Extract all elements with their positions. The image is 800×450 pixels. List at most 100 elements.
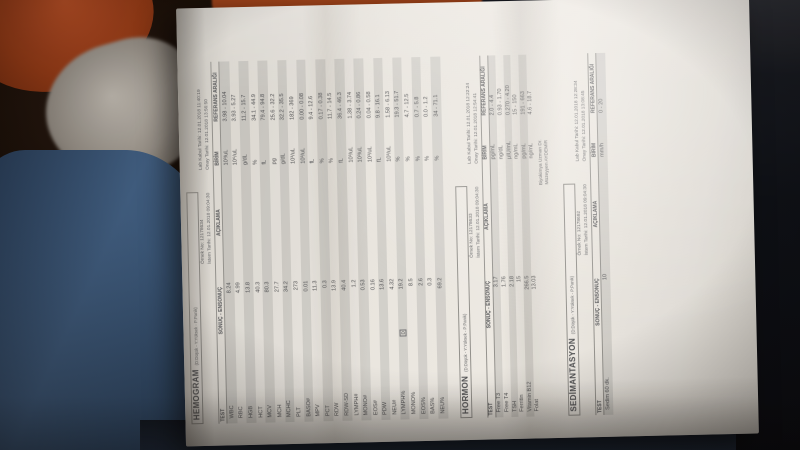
unit-cell: µIU/mL [505, 140, 513, 160]
result-value: 8.5 [408, 278, 415, 287]
reference-range-cell: 3.93 - 5.27 [231, 94, 239, 122]
section-title-text: HEMOGRAM [191, 369, 202, 421]
lab-accept-date: Lab Kabul Tarihi: 12.01.2018 12:22:24 [465, 82, 473, 164]
section-hemogram: HEMOGRAM (D:Düşük - Y:Yüksek - P:Panik) Ör… [182, 7, 449, 443]
unit-cell: 10³/uL [290, 147, 297, 164]
aciklama-cell [236, 165, 239, 279]
result-value: 2.18 [508, 275, 516, 287]
result-cell: 13.9 [332, 277, 339, 339]
unit-cell: fL [309, 158, 316, 164]
aciklama-cell [502, 159, 505, 273]
sample-number: Örnek No: 12178692 [577, 210, 584, 256]
column-header: REFERANS ARALIĞI [589, 63, 597, 114]
unit-cell: pg [271, 158, 278, 165]
unit-cell: 10³/uL [357, 146, 364, 163]
aciklama-cell [509, 159, 512, 273]
aciklama-cell [361, 162, 364, 276]
result-cell: 8.5 [408, 275, 415, 337]
test-name-cell: PDW [382, 401, 389, 415]
test-name-cell: BASO# [305, 397, 312, 417]
aciklama-cell [246, 165, 249, 279]
result-cell: 13.03 [532, 272, 539, 334]
test-name-cell: MONO# [363, 394, 370, 416]
unit-cell: % [396, 156, 403, 162]
result-cell: 4.99 [236, 279, 243, 341]
request-date: İstem Tarihi: 12.01.2018 09:04:30 [206, 192, 213, 264]
aciklama-cell [274, 164, 277, 278]
reference-range-cell: 182 - 369 [289, 96, 296, 121]
unit-cell: fL [338, 158, 345, 163]
result-value: 0.16 [369, 279, 377, 291]
reference-range-cell: 0 - 20 [598, 98, 606, 113]
reference-range-cell: 0.00 - 0.08 [298, 92, 306, 120]
aciklama-cell [322, 163, 325, 277]
column-header: REFERANS ARALIĞI [212, 72, 220, 122]
aciklama-cell [517, 159, 520, 273]
result-cell: 0.3 [427, 275, 434, 337]
section-hormon: HORMON (D:Düşük - Y:Yüksek - P:Panik) Örne… [451, 4, 557, 436]
test-name-cell: BAS% [430, 397, 437, 414]
section-legend: (D:Düşük - Y:Yüksek - P:Panik) [461, 313, 469, 372]
column-header: SONUÇ - ENSONUÇ [216, 286, 225, 335]
unit-cell: % [405, 156, 412, 162]
result-value: 1.76 [501, 276, 508, 288]
unit-cell: 10³/uL [386, 145, 393, 162]
result-value: 40.3 [254, 281, 262, 293]
section-title-text: SEDİMANTASYON [567, 338, 579, 412]
column-header: BİRİM [590, 142, 598, 158]
aciklama-cell [342, 163, 345, 277]
reference-range-cell: 4.6 - 18.7 [527, 90, 535, 115]
result-value: 13.03 [531, 275, 538, 290]
aciklama-cell [265, 165, 268, 279]
test-name-cell: RDW [334, 402, 341, 417]
aciklama-cell [494, 159, 497, 273]
aciklama-cell [370, 162, 373, 276]
result-value: 266.5 [524, 275, 531, 290]
sample-number: Örnek No: 12178633 [468, 213, 475, 258]
low-flag: D [399, 329, 407, 337]
reference-range-cell: 0.17 - 0.38 [317, 92, 325, 120]
result-cell: 4.32 [389, 276, 396, 338]
result-value: 2.6 [417, 278, 425, 286]
unit-cell: % [434, 155, 441, 161]
request-date: İstem Tarihi: 12.01.2018 09:04:30 [583, 184, 591, 256]
test-name-cell: MCV [267, 405, 274, 418]
lab-report-paper: HEMOGRAM (D:Düşük - Y:Yüksek - P:Panik) Ör… [176, 0, 759, 447]
unit-cell: 10³/uL [366, 146, 374, 163]
result-value: 1.2 [350, 279, 357, 288]
test-name-cell: PLT [296, 406, 303, 417]
approval-date: Onay Tarihi: 12.01.2018 13:56:50 [204, 98, 211, 170]
reference-range-cell: 32.2 - 35.5 [279, 93, 287, 121]
result-value: 13.8 [245, 281, 252, 293]
result-value: 19.2 [398, 278, 406, 290]
lab-accept-date: Lab Kabul Tarihi: 12.01.2018 11:40:19 [196, 89, 204, 171]
unit-cell: fL [376, 157, 383, 163]
aciklama-cell [226, 165, 229, 279]
test-name-cell: EOS# [372, 400, 380, 416]
unit-cell: % [252, 159, 259, 165]
result-value: 40.4 [341, 279, 348, 291]
result-value: 0.3 [322, 280, 329, 289]
reference-range-cell: 9.8 - 16.1 [375, 94, 382, 119]
reference-range-cell: 4.7 - 12.5 [404, 93, 411, 118]
unit-cell: g/dL [242, 154, 249, 166]
column-header: REFERANS ARALIĞI [480, 66, 488, 116]
result-cell: 80.3 [264, 278, 271, 340]
reference-range-cell: 34 - 71.1 [432, 94, 440, 117]
unit-cell: % [328, 158, 335, 164]
result-cell: 0.01 [303, 278, 310, 340]
column-header: SONUÇ - ENSONUÇ [485, 280, 493, 329]
result-cell: 40.4 [341, 277, 348, 339]
column-header: BİRİM [482, 145, 489, 160]
result-cell: 10 [603, 271, 610, 333]
result-value: 11.3 [312, 280, 319, 292]
test-name-cell: MPV [315, 404, 322, 417]
aciklama-cell [532, 159, 535, 273]
unit-cell: pg/mL [521, 143, 528, 159]
unit-cell: 10³/uL [347, 146, 355, 163]
unit-cell: % [424, 155, 431, 161]
aciklama-cell [284, 164, 287, 278]
aciklama-cell [390, 162, 393, 276]
test-name-cell: WBC [228, 405, 236, 419]
reference-range-cell: 1.58 - 6.13 [384, 90, 392, 118]
